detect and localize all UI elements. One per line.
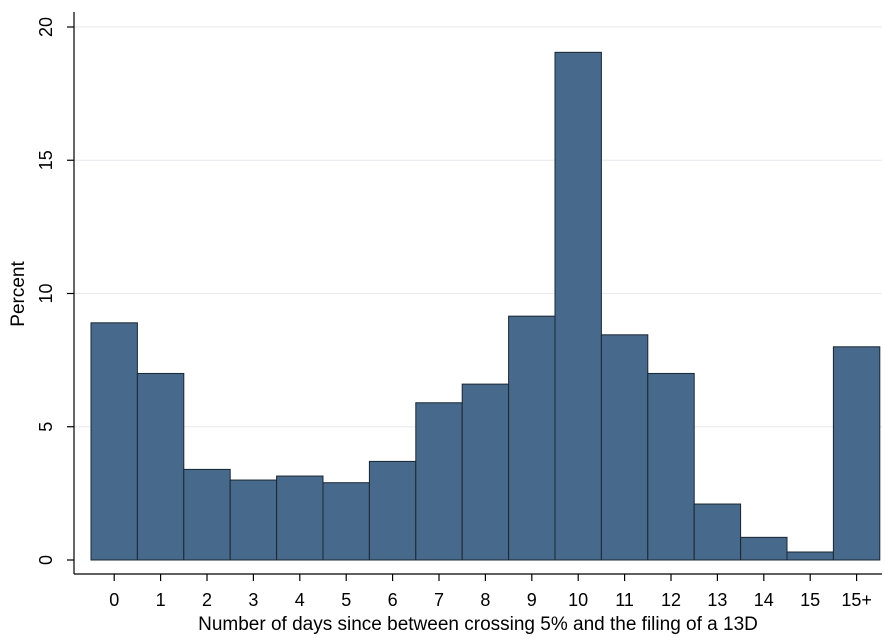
histogram-bar — [647, 372, 695, 561]
x-axis-ticks: 0 1 2 3 4 5 6 7 8 9 10 11 12 13 14 15 15+ — [109, 574, 872, 610]
x-tick-label: 10 — [568, 590, 588, 610]
gridlines — [74, 26, 882, 428]
x-axis-label: Number of days since between crossing 5%… — [198, 614, 758, 635]
histogram-bar — [415, 402, 463, 561]
x-tick-label: 11 — [615, 590, 634, 610]
histogram-bar — [368, 460, 417, 561]
histogram-bar — [693, 503, 742, 561]
x-tick-label: 6 — [388, 590, 398, 610]
histogram-bar — [832, 346, 881, 561]
y-tick-label: 15 — [36, 150, 56, 170]
histogram-bar — [600, 334, 649, 561]
histogram-bar — [90, 322, 138, 561]
x-tick-label: 8 — [480, 590, 490, 610]
x-tick-label: 2 — [202, 590, 212, 610]
y-tick-label: 10 — [36, 283, 56, 303]
x-tick-label: 3 — [248, 590, 258, 610]
y-tick-label: 0 — [36, 555, 56, 565]
x-tick-label: 12 — [661, 590, 681, 610]
x-tick-label: 9 — [527, 590, 537, 610]
x-tick-label: 1 — [156, 590, 166, 610]
x-tick-label: 14 — [754, 590, 774, 610]
x-tick-label: 0 — [109, 590, 119, 610]
x-tick-label: 5 — [341, 590, 351, 610]
y-axis-label: Percent — [8, 261, 29, 327]
y-tick-label: 5 — [36, 422, 56, 432]
histogram-bar — [740, 536, 788, 561]
y-axis-ticks: 0 5 10 15 20 — [36, 17, 74, 565]
histogram-bar — [786, 551, 834, 561]
histogram-bar — [322, 482, 370, 561]
x-tick-label: 4 — [295, 590, 305, 610]
x-tick-label: 15 — [800, 590, 820, 610]
x-tick-label: 7 — [434, 590, 444, 610]
histogram-bar — [276, 475, 324, 561]
histogram-bar — [554, 51, 602, 561]
histogram-bar — [136, 372, 185, 561]
histogram-bar — [229, 479, 278, 561]
y-tick-label: 20 — [36, 17, 56, 37]
histogram-bar — [508, 315, 556, 561]
bars — [90, 51, 881, 561]
histogram-bar — [461, 383, 510, 561]
x-tick-label: 13 — [707, 590, 727, 610]
histogram-bar — [183, 468, 231, 561]
x-tick-label: 15+ — [841, 590, 872, 610]
